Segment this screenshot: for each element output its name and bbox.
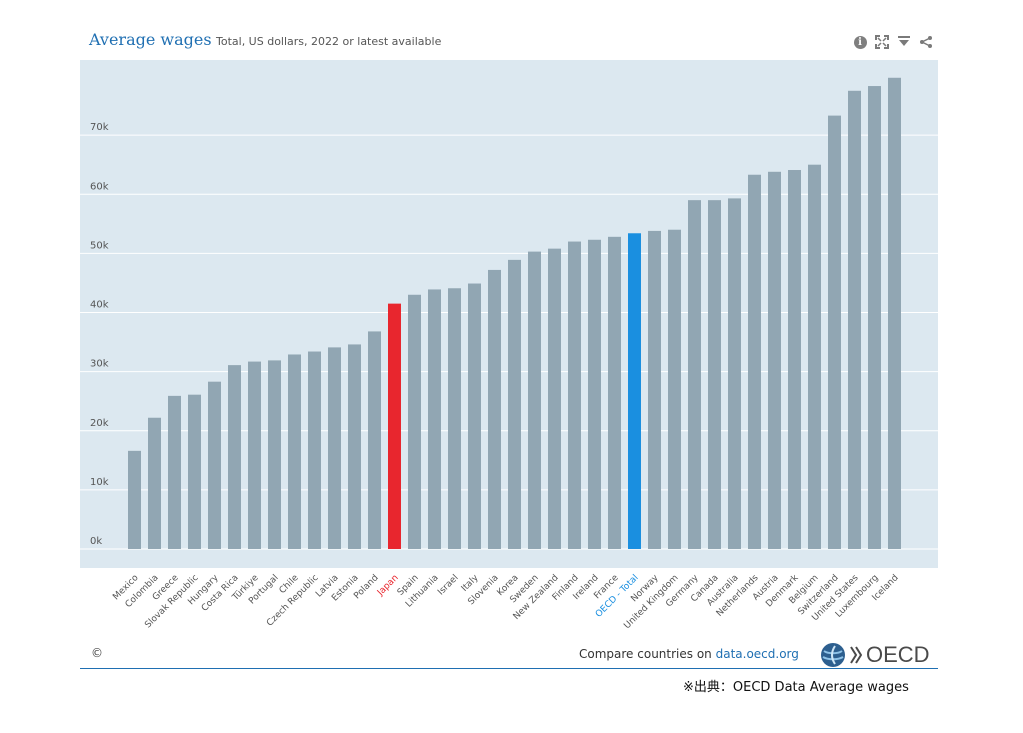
y-tick-label: 30k <box>90 359 109 370</box>
info-icon: i <box>853 35 867 49</box>
compare-countries-text: Compare countries on data.oecd.org <box>579 647 799 661</box>
bar <box>528 251 541 549</box>
bar <box>708 200 721 549</box>
bar <box>228 365 241 549</box>
chart-toolbar: i <box>852 34 934 50</box>
footer-divider <box>80 668 938 669</box>
expand-button[interactable] <box>874 34 890 50</box>
expand-icon <box>875 35 889 49</box>
bar <box>308 351 321 549</box>
bar <box>648 230 661 549</box>
y-tick-label: 70k <box>90 122 109 133</box>
chart-subtitle: Total, US dollars, 2022 or latest availa… <box>216 35 442 48</box>
bar <box>668 229 681 549</box>
bar <box>348 344 361 549</box>
bar <box>628 233 641 549</box>
bar <box>888 77 901 550</box>
bar <box>688 200 701 549</box>
bar <box>288 354 301 549</box>
compare-prefix: Compare countries on <box>579 647 712 661</box>
bar <box>208 381 221 549</box>
chart-title: Average wages <box>89 30 212 49</box>
oecd-logo-text: OECD <box>866 642 930 667</box>
source-note: ※出典：OECD Data Average wages <box>683 680 909 695</box>
bar <box>608 236 621 549</box>
bar <box>508 259 521 549</box>
share-icon <box>920 36 932 48</box>
bar <box>588 239 601 549</box>
share-button[interactable] <box>918 34 934 50</box>
bar <box>488 269 501 549</box>
y-tick-label: 0k <box>90 536 102 547</box>
data-oecd-link[interactable]: data.oecd.org <box>715 647 799 661</box>
bar <box>748 174 761 549</box>
info-button[interactable]: i <box>852 34 868 50</box>
bar <box>168 395 181 549</box>
oecd-chevrons-icon <box>850 646 862 664</box>
bar-chart: 0k10k20k30k40k50k60k70kMexicoColombiaGre… <box>80 60 938 631</box>
download-icon <box>898 36 910 46</box>
y-tick-label: 20k <box>90 418 109 429</box>
bar <box>148 417 161 549</box>
y-tick-label: 10k <box>90 477 109 488</box>
bar <box>128 450 141 549</box>
copyright-symbol: © <box>91 646 103 660</box>
bar <box>448 288 461 549</box>
bar <box>768 171 781 549</box>
bar <box>828 115 841 550</box>
oecd-globe-icon <box>821 643 845 667</box>
bar <box>568 241 581 550</box>
bar <box>188 394 201 549</box>
bar <box>788 170 801 550</box>
bar <box>388 303 401 549</box>
bar <box>408 294 421 549</box>
oecd-logo: OECD <box>820 642 930 668</box>
x-tick-label: Israel <box>436 573 460 597</box>
bar <box>368 331 381 549</box>
bar <box>328 347 341 549</box>
bar <box>728 198 741 550</box>
bar <box>868 86 881 550</box>
y-tick-label: 60k <box>90 181 109 192</box>
bar <box>848 90 861 549</box>
bar <box>548 248 561 549</box>
y-tick-label: 50k <box>90 240 109 251</box>
bar <box>268 360 281 549</box>
bar <box>248 361 261 549</box>
y-tick-label: 40k <box>90 300 109 311</box>
bar <box>468 283 481 549</box>
download-button[interactable] <box>896 34 912 50</box>
bar <box>428 289 441 549</box>
bar <box>808 164 821 549</box>
x-tick-label: Japan <box>375 573 401 599</box>
